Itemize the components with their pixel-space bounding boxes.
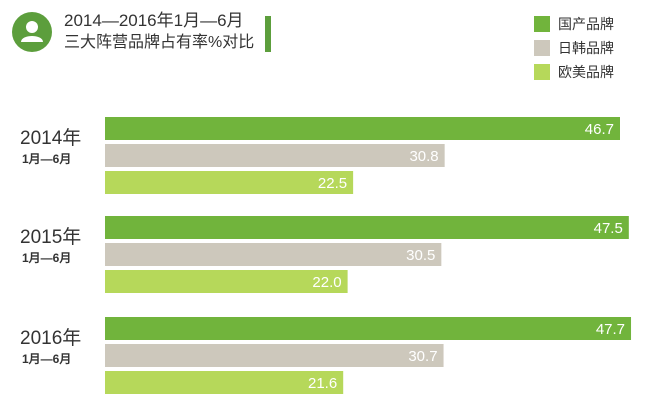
category-label: 2016年 xyxy=(20,327,81,349)
bar xyxy=(105,216,629,239)
legend-item: 日韩品牌 xyxy=(534,36,614,60)
legend-swatch xyxy=(534,64,550,80)
bar xyxy=(105,144,445,167)
category-sublabel: 1月—6月 xyxy=(22,251,71,265)
legend-item: 欧美品牌 xyxy=(534,60,614,84)
legend-label: 欧美品牌 xyxy=(558,64,614,80)
bar-value-label: 22.5 xyxy=(318,175,347,192)
category-label: 2014年 xyxy=(20,127,81,149)
bar-value-label: 21.6 xyxy=(308,375,337,392)
chart-title: 2014—2016年1月—6月 三大阵营品牌占有率%对比 xyxy=(64,10,254,54)
user-icon xyxy=(12,12,52,52)
chart-title-line1: 2014—2016年1月—6月 xyxy=(64,11,244,30)
bar-value-label: 30.7 xyxy=(408,348,437,365)
bar xyxy=(105,117,620,140)
legend: 国产品牌 日韩品牌 欧美品牌 xyxy=(534,12,614,84)
category-label: 2015年 xyxy=(20,226,81,248)
bar-value-label: 47.5 xyxy=(594,220,623,237)
bar xyxy=(105,270,348,293)
category-sublabel: 1月—6月 xyxy=(22,352,71,366)
legend-swatch xyxy=(534,40,550,56)
category-sublabel: 1月—6月 xyxy=(22,152,71,166)
bar xyxy=(105,171,354,194)
bar-value-label: 22.0 xyxy=(312,274,341,291)
bar-value-label: 47.7 xyxy=(596,321,625,338)
bar-value-label: 30.5 xyxy=(406,247,435,264)
bar xyxy=(105,243,442,266)
legend-item: 国产品牌 xyxy=(534,12,614,36)
legend-swatch xyxy=(534,16,550,32)
bar xyxy=(105,371,344,394)
title-accent-bar xyxy=(265,16,271,52)
bar-value-label: 46.7 xyxy=(585,121,614,138)
legend-label: 国产品牌 xyxy=(558,16,614,32)
bar xyxy=(105,344,444,367)
chart-title-line2: 三大阵营品牌占有率%对比 xyxy=(64,34,255,51)
bar xyxy=(105,317,632,340)
bar-value-label: 30.8 xyxy=(409,148,438,165)
legend-label: 日韩品牌 xyxy=(558,40,614,56)
